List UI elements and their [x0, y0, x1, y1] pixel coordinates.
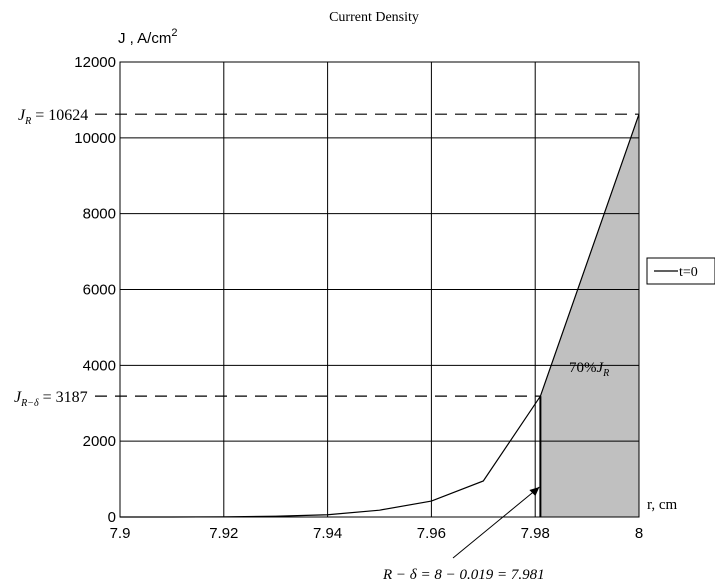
y-tick-label: 10000 [74, 130, 116, 147]
x-tick-label: 7.98 [521, 525, 550, 542]
delta-annotation: R − δ = 8 − 0.019 = 7.981 [382, 567, 545, 583]
x-tick-label: 7.96 [417, 525, 446, 542]
shaded-region [540, 114, 639, 517]
delta-arrow-head [529, 487, 540, 496]
jr-annotation: JR = 10624 [18, 107, 88, 127]
delta-arrow [452, 486, 540, 559]
y-tick-label: 0 [108, 509, 116, 526]
y-tick-label: 4000 [83, 357, 116, 374]
x-tick-label: 7.9 [110, 525, 131, 542]
legend-label: t=0 [679, 265, 698, 280]
jrd-annotation: JR−δ = 3187 [14, 389, 88, 409]
y-tick-label: 8000 [83, 206, 116, 223]
legend: t=0 [646, 257, 715, 285]
x-tick-label: 7.94 [313, 525, 342, 542]
x-tick-label: 8 [635, 525, 643, 542]
y-tick-label: 2000 [83, 433, 116, 450]
y-axis-label: J , A/cm2 [118, 27, 177, 47]
x-axis-label: r, cm [647, 497, 678, 513]
y-tick-label: 12000 [74, 54, 116, 71]
x-tick-label: 7.92 [209, 525, 238, 542]
series-line-t0 [120, 113, 640, 518]
percent-annotation: 70%JR [569, 360, 609, 379]
chart-title: Current Density [329, 10, 419, 25]
y-tick-label: 6000 [83, 282, 116, 299]
